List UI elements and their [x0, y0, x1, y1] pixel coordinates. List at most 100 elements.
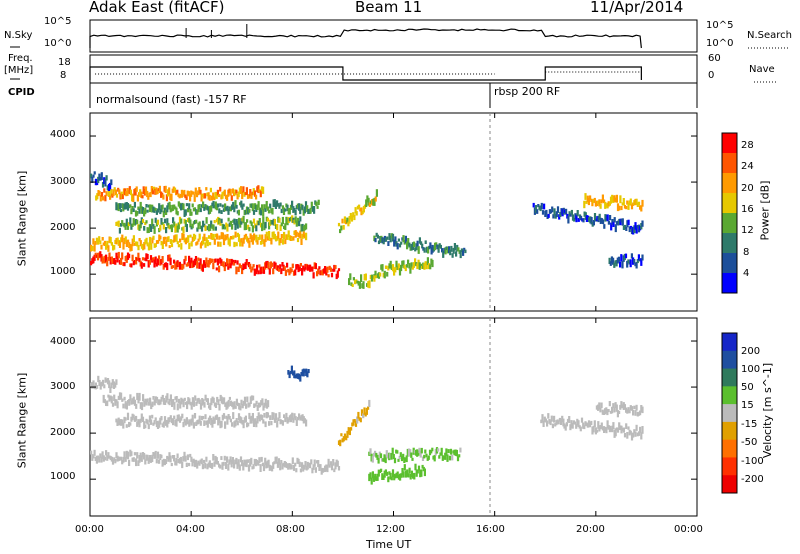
- data-cell: [235, 204, 238, 209]
- data-cell: [343, 433, 347, 440]
- data-cell: [381, 473, 384, 480]
- data-cell: [627, 426, 630, 430]
- data-cell: [192, 422, 195, 429]
- data-cell: [319, 464, 322, 469]
- data-cell: [364, 412, 367, 417]
- data-cell: [123, 451, 126, 460]
- data-cell: [159, 417, 162, 425]
- data-cell: [258, 218, 261, 224]
- data-cell: [263, 204, 266, 210]
- data-cell: [267, 262, 270, 270]
- data-cell: [154, 396, 157, 404]
- data-cell: [303, 206, 306, 214]
- data-cell: [402, 453, 405, 460]
- data-cell: [256, 240, 259, 245]
- data-cell: [177, 414, 180, 422]
- data-cell: [249, 203, 252, 208]
- data-cell: [378, 451, 381, 459]
- data-cell: [96, 193, 99, 200]
- data-cell: [265, 261, 268, 268]
- data-cell: [576, 418, 579, 426]
- data-cell: [261, 234, 264, 242]
- data-cell: [302, 464, 305, 472]
- data-cell: [222, 208, 225, 212]
- data-cell: [233, 192, 236, 197]
- data-cell: [540, 202, 543, 210]
- data-cell: [622, 198, 625, 206]
- data-cell: [96, 239, 100, 245]
- power-colorbar-segment: [722, 173, 737, 194]
- data-cell: [185, 196, 188, 200]
- data-cell: [437, 245, 440, 253]
- data-cell: [134, 210, 138, 217]
- data-cell: [417, 450, 420, 456]
- data-cell: [636, 202, 639, 207]
- data-cell: [288, 372, 291, 379]
- data-cell: [191, 203, 194, 208]
- data-cell: [102, 379, 105, 386]
- data-cell: [457, 247, 460, 252]
- data-cell: [383, 454, 386, 462]
- data-cell: [317, 460, 320, 468]
- data-cell: [561, 208, 564, 217]
- data-cell: [247, 464, 251, 472]
- data-cell: [124, 401, 127, 409]
- data-cell: [598, 213, 601, 221]
- data-cell: [434, 448, 437, 456]
- data-cell: [597, 200, 600, 205]
- data-cell: [442, 456, 446, 460]
- data-cell: [184, 401, 187, 405]
- data-cell: [254, 203, 257, 210]
- data-cell: [295, 220, 298, 227]
- data-cell: [296, 203, 299, 209]
- data-cell: [633, 429, 636, 434]
- data-cell: [152, 224, 155, 229]
- data-cell: [290, 464, 293, 470]
- data-cell: [198, 233, 201, 240]
- data-cell: [288, 207, 291, 215]
- data-cell: [408, 242, 411, 248]
- data-cell: [616, 257, 619, 264]
- data-cell: [136, 257, 139, 261]
- data-cell: [263, 413, 266, 418]
- data-cell: [605, 203, 608, 208]
- data-cell: [146, 227, 149, 234]
- data-cell: [136, 211, 139, 216]
- data-cell: [169, 455, 172, 463]
- data-cell: [119, 419, 123, 426]
- power-cb-tick-12: 12: [741, 225, 754, 236]
- data-cell: [269, 261, 272, 269]
- data-cell: [144, 459, 147, 465]
- data-cell: [173, 259, 176, 264]
- data-cell: [289, 414, 293, 423]
- data-cell: [197, 460, 200, 465]
- data-cell: [185, 462, 188, 467]
- freq-curve: [89, 66, 642, 81]
- data-cell: [362, 205, 365, 213]
- data-cell: [218, 217, 221, 225]
- data-cell: [196, 462, 199, 469]
- data-cell: [109, 237, 112, 244]
- data-cell: [93, 243, 96, 252]
- data-cell: [280, 460, 283, 464]
- data-cell: [159, 259, 162, 266]
- data-cell: [269, 415, 272, 421]
- data-cell: [98, 173, 101, 181]
- data-cell: [146, 209, 149, 213]
- data-cell: [350, 427, 353, 431]
- data-cell: [194, 187, 197, 195]
- data-cell: [200, 225, 204, 232]
- data-cell: [637, 431, 641, 436]
- data-cell: [563, 423, 566, 429]
- data-cell: [367, 281, 370, 288]
- data-cell: [210, 220, 213, 228]
- data-cell: [174, 460, 177, 466]
- data-cell: [242, 237, 245, 244]
- data-cell: [183, 218, 186, 224]
- data-cell: [372, 475, 376, 482]
- data-cell: [175, 190, 178, 196]
- data-cell: [358, 282, 361, 289]
- data-cell: [387, 265, 390, 271]
- data-cell: [337, 268, 341, 272]
- data-cell: [567, 216, 570, 224]
